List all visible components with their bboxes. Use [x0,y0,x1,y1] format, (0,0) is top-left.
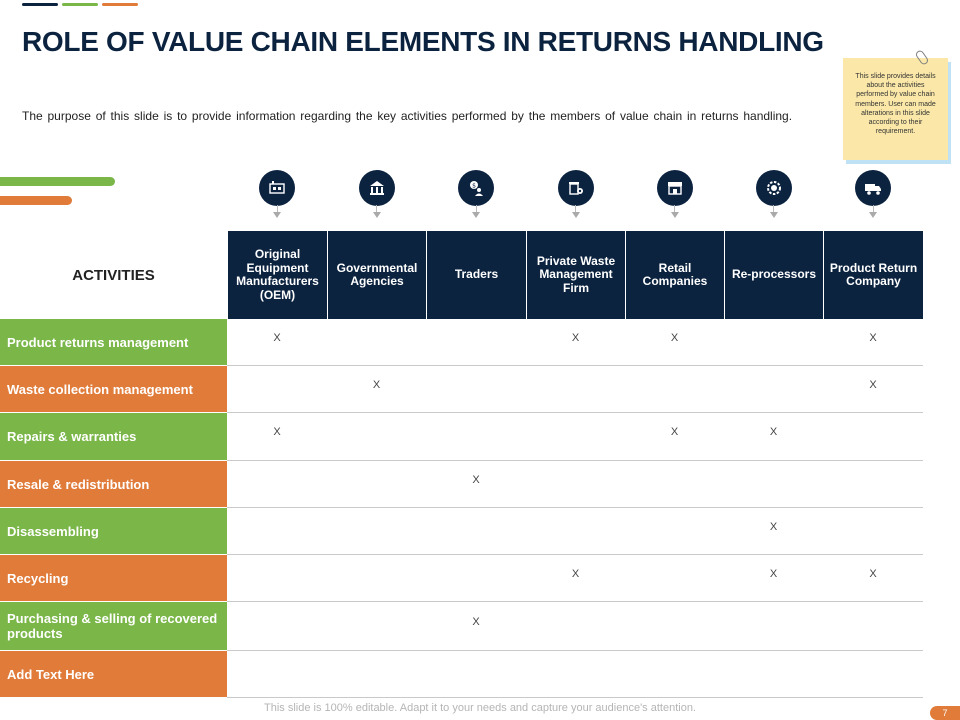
row-divider [227,412,923,413]
column-header: Product Return Company [823,231,923,319]
check-mark: X [472,615,480,628]
activity-label: Waste collection management [0,366,227,413]
accent-bar-green [62,3,98,6]
waste-bin-gear-icon [557,170,594,206]
check-mark: X [769,567,778,580]
svg-text:$: $ [472,183,476,190]
activity-label: Recycling [0,555,227,602]
connector-line [674,205,675,213]
delivery-truck-icon [855,170,891,206]
decorative-bar-green [0,177,115,186]
row-divider [227,697,923,698]
accent-bar-navy [22,3,58,6]
row-divider [227,460,923,461]
connector-line [376,205,377,213]
column-header: Governmental Agencies [327,231,426,319]
arrow-down-icon [571,212,580,218]
check-mark: X [670,331,679,344]
check-mark: X [571,331,580,344]
activities-header: ACTIVITIES [72,266,155,284]
check-mark: X [273,331,281,344]
activity-label: Purchasing & selling of recovered produc… [0,602,227,651]
gear-icon [755,170,792,206]
row-divider [227,601,923,602]
factory-machine-icon [259,170,295,206]
check-mark: X [869,567,877,580]
activity-label: Disassembling [0,508,227,555]
arrow-down-icon [769,212,778,218]
page-number: 7 [930,706,960,720]
sticky-note: This slide provides details about the ac… [843,58,948,160]
footer-text: This slide is 100% editable. Adapt it to… [264,702,696,714]
activity-label: Repairs & warranties [0,413,227,461]
check-mark: X [273,426,281,438]
activity-label: Add Text Here [0,651,227,698]
row-divider [227,365,923,366]
decorative-bar-orange [0,196,72,205]
accent-bar-orange [102,3,138,6]
column-header: Retail Companies [625,231,724,319]
row-divider [227,507,923,508]
check-mark: X [571,567,580,580]
activity-label: Resale & redistribution [0,461,227,508]
trader-dollar-icon: $ [458,170,494,206]
government-building-icon [358,170,395,206]
check-mark: X [769,426,778,438]
column-header: Traders [426,231,526,319]
row-divider [227,650,923,651]
check-mark: X [869,378,877,391]
arrow-down-icon [670,212,679,218]
connector-line [773,205,774,213]
arrow-down-icon [372,212,381,218]
connector-line [575,205,576,213]
arrow-down-icon [273,212,281,218]
arrow-down-icon [472,212,480,218]
slide-title: ROLE OF VALUE CHAIN ELEMENTS IN RETURNS … [22,26,824,57]
check-mark: X [670,426,679,438]
retail-store-icon [656,170,693,206]
top-accent-bars [22,3,138,6]
column-header: Private Waste Management Firm [526,231,625,319]
slide-subtitle: The purpose of this slide is to provide … [22,109,793,123]
column-header: Original Equipment Manufacturers (OEM) [227,231,327,319]
check-mark: X [472,473,480,486]
column-header: Re-processors [724,231,823,319]
row-divider [227,554,923,555]
connector-line [276,205,278,213]
connector-line [872,205,874,213]
activity-label: Product returns management [0,319,227,366]
connector-line [475,205,477,213]
check-mark: X [869,331,877,344]
check-mark: X [769,520,778,533]
arrow-down-icon [869,212,877,218]
check-mark: X [372,378,381,391]
